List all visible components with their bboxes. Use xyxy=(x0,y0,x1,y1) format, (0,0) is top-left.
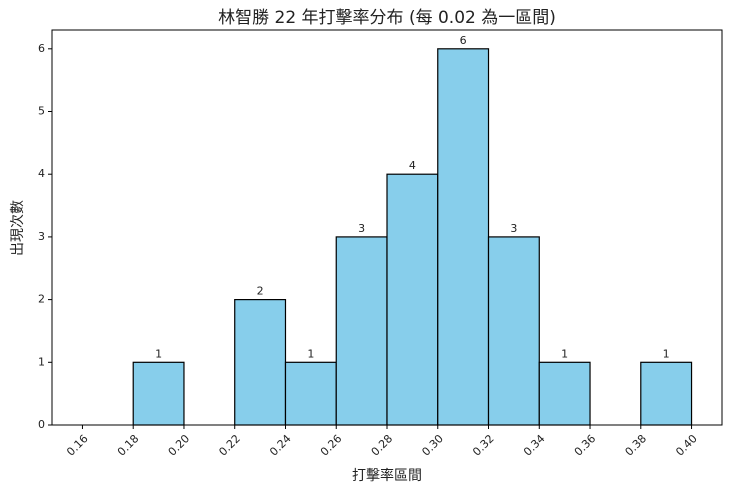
x-tick-label: 0.16 xyxy=(64,432,91,459)
y-tick-label: 1 xyxy=(38,355,45,368)
bar xyxy=(640,361,693,426)
plot-frame xyxy=(51,29,723,426)
x-tick-label: 0.40 xyxy=(673,432,700,459)
x-tick-label: 0.26 xyxy=(318,432,345,459)
y-tick-label: 0 xyxy=(38,418,45,431)
y-axis-label: 出現次數 xyxy=(10,200,26,256)
bar xyxy=(234,299,287,426)
data-label: 1 xyxy=(561,347,568,360)
x-tick-label: 0.34 xyxy=(521,432,548,459)
x-tick-label: 0.22 xyxy=(216,432,243,459)
data-label: 1 xyxy=(663,347,670,360)
bar xyxy=(132,361,185,426)
x-tick-label: 0.18 xyxy=(115,432,142,459)
bar xyxy=(487,236,540,426)
y-tick-label: 6 xyxy=(38,42,45,55)
chart-title: 林智勝 22 年打擊率分布 (每 0.02 為一區間) xyxy=(218,8,556,28)
x-tick-label: 0.30 xyxy=(419,432,446,459)
x-tick-label: 0.32 xyxy=(470,432,497,459)
y-tick-label: 3 xyxy=(38,230,45,243)
data-label: 1 xyxy=(307,347,314,360)
bar xyxy=(335,236,388,426)
bar xyxy=(284,361,337,426)
y-tick-label: 5 xyxy=(38,105,45,118)
x-tick-label: 0.28 xyxy=(369,432,396,459)
x-tick-label: 0.36 xyxy=(572,432,599,459)
x-tick-label: 0.24 xyxy=(267,432,294,459)
data-label: 6 xyxy=(460,34,467,47)
bar xyxy=(538,361,591,426)
x-tick-label: 0.20 xyxy=(166,432,193,459)
y-tick-label: 4 xyxy=(38,167,45,180)
data-label: 2 xyxy=(257,285,264,298)
x-tick-label: 0.38 xyxy=(623,432,650,459)
data-label: 1 xyxy=(155,347,162,360)
y-tick-label: 2 xyxy=(38,293,45,306)
data-label: 4 xyxy=(409,159,416,172)
bar xyxy=(386,173,439,426)
data-label: 3 xyxy=(510,222,517,235)
x-axis-label: 打擊率區間 xyxy=(352,467,422,484)
bar xyxy=(437,48,490,426)
data-label: 3 xyxy=(358,222,365,235)
